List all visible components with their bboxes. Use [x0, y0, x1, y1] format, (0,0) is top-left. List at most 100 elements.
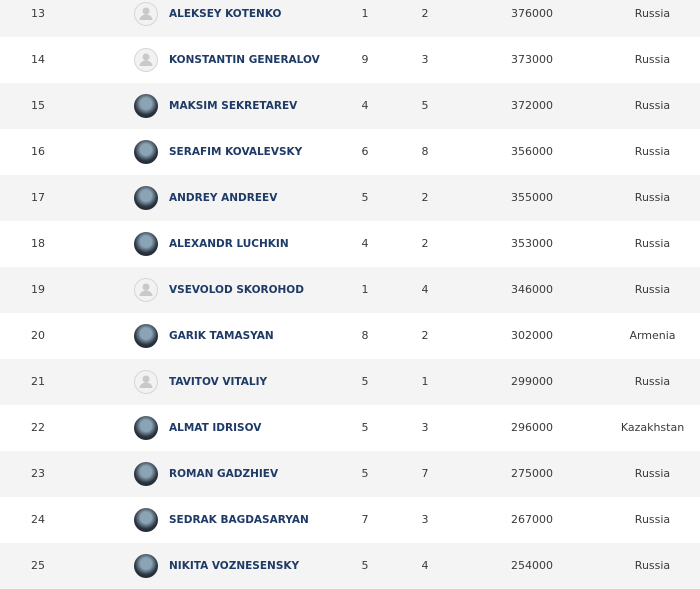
player-name[interactable]: VSEVOLOD SKOROHOD: [169, 284, 304, 296]
rank: 13: [31, 7, 45, 20]
avatar: [134, 48, 158, 72]
table-row: 17 ANDREY ANDREEV 5 2 355000 Russia: [0, 175, 700, 221]
table-row: 20 GARIK TAMASYAN 8 2 302000 Armenia: [0, 313, 700, 359]
stat-b: 2: [421, 237, 429, 250]
rank: 15: [31, 99, 45, 112]
stat-a: 7: [361, 513, 369, 526]
player-name[interactable]: MAKSIM SEKRETAREV: [169, 100, 298, 112]
stat-a: 5: [361, 191, 369, 204]
stat-b: 4: [421, 283, 429, 296]
player-name[interactable]: ROMAN GADZHIEV: [169, 468, 279, 480]
player-name[interactable]: ALMAT IDRISOV: [169, 422, 262, 434]
score: 372000: [511, 99, 553, 112]
stat-a: 5: [361, 467, 369, 480]
country: Armenia: [629, 329, 676, 342]
stat-b: 7: [421, 467, 429, 480]
stat-a: 5: [361, 375, 369, 388]
score: 346000: [511, 283, 553, 296]
score: 355000: [511, 191, 553, 204]
country: Russia: [634, 513, 671, 526]
rank: 18: [31, 237, 45, 250]
stat-b: 3: [421, 513, 429, 526]
table-row: 13 ALEKSEY KOTENKO 1 2 376000 Russia: [0, 0, 700, 37]
rank: 19: [31, 283, 45, 296]
player-name[interactable]: ALEXANDR LUCHKIN: [169, 238, 289, 250]
table-row: 18 ALEXANDR LUCHKIN 4 2 353000 Russia: [0, 221, 700, 267]
country: Russia: [634, 559, 671, 572]
score: 356000: [511, 145, 553, 158]
stat-a: 1: [361, 7, 369, 20]
rank: 20: [31, 329, 45, 342]
score: 353000: [511, 237, 553, 250]
score: 373000: [511, 53, 553, 66]
stat-a: 1: [361, 283, 369, 296]
avatar: [134, 94, 158, 118]
rank: 23: [31, 467, 45, 480]
stat-a: 5: [361, 559, 369, 572]
table-row: 19 VSEVOLOD SKOROHOD 1 4 346000 Russia: [0, 267, 700, 313]
avatar: [134, 554, 158, 578]
player-name[interactable]: KONSTANTIN GENERALOV: [169, 54, 320, 66]
score: 267000: [511, 513, 553, 526]
table-row: 15 MAKSIM SEKRETAREV 4 5 372000 Russia: [0, 83, 700, 129]
country: Russia: [634, 467, 671, 480]
stat-a: 5: [361, 421, 369, 434]
country: Russia: [634, 53, 671, 66]
stat-b: 3: [421, 53, 429, 66]
avatar: [134, 370, 158, 394]
table-row: 14 KONSTANTIN GENERALOV 9 3 373000 Russia: [0, 37, 700, 83]
score: 296000: [511, 421, 553, 434]
country: Russia: [634, 191, 671, 204]
stat-b: 3: [421, 421, 429, 434]
avatar: [134, 416, 158, 440]
avatar: [134, 278, 158, 302]
stat-a: 6: [361, 145, 369, 158]
stat-b: 2: [421, 191, 429, 204]
player-name[interactable]: TAVITOV VITALIY: [169, 376, 268, 388]
avatar: [134, 186, 158, 210]
avatar: [134, 140, 158, 164]
stat-b: 1: [421, 375, 429, 388]
stat-b: 4: [421, 559, 429, 572]
table-row: 24 SEDRAK BAGDASARYAN 7 3 267000 Russia: [0, 497, 700, 543]
player-name[interactable]: SERAFIM KOVALEVSKY: [169, 146, 303, 158]
avatar: [134, 2, 158, 26]
stat-a: 4: [361, 237, 369, 250]
rank: 16: [31, 145, 45, 158]
country: Kazakhstan: [620, 421, 685, 434]
table-row: 25 NIKITA VOZNESENSKY 5 4 254000 Russia: [0, 543, 700, 589]
avatar: [134, 462, 158, 486]
avatar: [134, 508, 158, 532]
country: Russia: [634, 283, 671, 296]
rank: 24: [31, 513, 45, 526]
stat-b: 5: [421, 99, 429, 112]
rank: 21: [31, 375, 45, 388]
country: Russia: [634, 375, 671, 388]
table-row: 16 SERAFIM KOVALEVSKY 6 8 356000 Russia: [0, 129, 700, 175]
stat-b: 8: [421, 145, 429, 158]
score: 299000: [511, 375, 553, 388]
rank: 22: [31, 421, 45, 434]
stat-b: 2: [421, 7, 429, 20]
score: 302000: [511, 329, 553, 342]
table-row: 21 TAVITOV VITALIY 5 1 299000 Russia: [0, 359, 700, 405]
score: 376000: [511, 7, 553, 20]
score: 254000: [511, 559, 553, 572]
stat-b: 2: [421, 329, 429, 342]
player-name[interactable]: SEDRAK BAGDASARYAN: [169, 514, 309, 526]
stat-a: 8: [361, 329, 369, 342]
avatar: [134, 232, 158, 256]
rank: 17: [31, 191, 45, 204]
country: Russia: [634, 237, 671, 250]
player-name[interactable]: NIKITA VOZNESENSKY: [169, 560, 300, 572]
stat-a: 4: [361, 99, 369, 112]
table-row: 22 ALMAT IDRISOV 5 3 296000 Kazakhstan: [0, 405, 700, 451]
rank: 25: [31, 559, 45, 572]
avatar: [134, 324, 158, 348]
country: Russia: [634, 7, 671, 20]
player-name[interactable]: GARIK TAMASYAN: [169, 330, 274, 342]
player-name[interactable]: ALEKSEY KOTENKO: [169, 8, 282, 20]
score: 275000: [511, 467, 553, 480]
player-name[interactable]: ANDREY ANDREEV: [169, 192, 278, 204]
table-row: 23 ROMAN GADZHIEV 5 7 275000 Russia: [0, 451, 700, 497]
